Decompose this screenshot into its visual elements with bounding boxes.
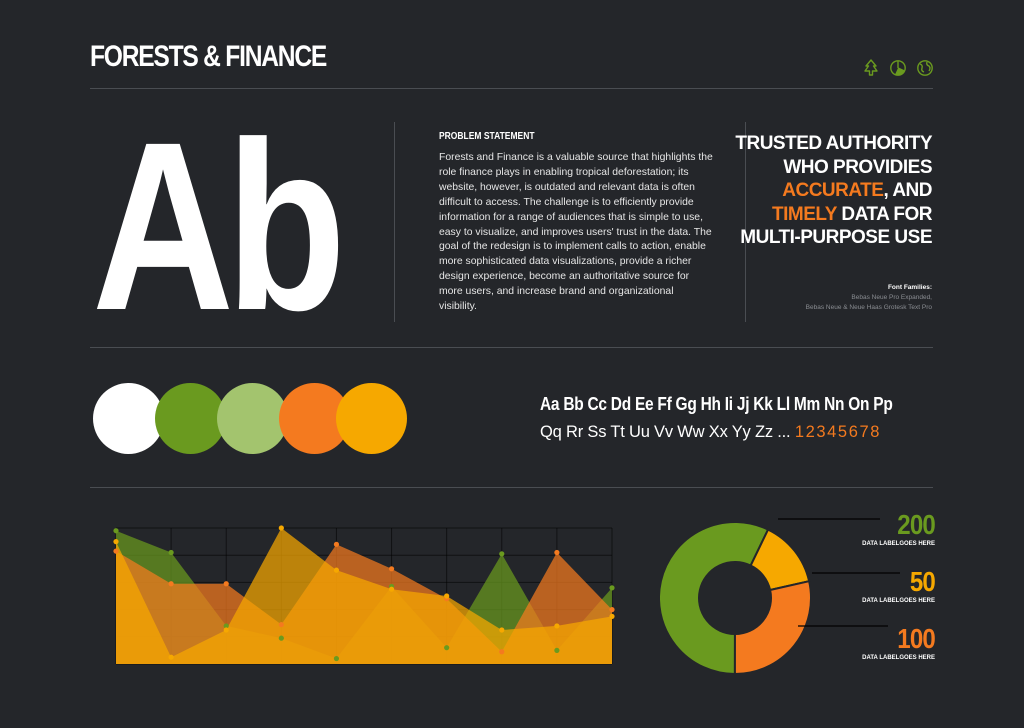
donut-label-3: 100 DATA LABELGOES HERE xyxy=(862,623,936,662)
section-divider-1 xyxy=(90,347,933,348)
area-point-s2-5 xyxy=(333,541,340,547)
area-point-s3-3 xyxy=(223,627,229,633)
area-point-s1-5 xyxy=(333,655,340,662)
area-point-s1-9 xyxy=(554,647,560,653)
font-families-line1: Bebas Neue Pro Expanded, xyxy=(851,294,932,301)
area-point-s3-6 xyxy=(388,586,395,592)
section-divider-2 xyxy=(90,487,933,488)
font-families-line2: Bebas Neue & Neue Haas Grotesk Text Pro xyxy=(805,304,932,311)
area-point-s1-1 xyxy=(113,528,119,534)
swatch-white xyxy=(93,383,164,454)
tagline-accent-timely: TIMELY xyxy=(772,203,837,225)
area-point-s2-6 xyxy=(388,566,395,572)
alphabet-letters: Qq Rr Ss Tt Uu Vv Ww Xx Yy Zz ... xyxy=(540,423,791,441)
area-point-s2-9 xyxy=(554,549,560,556)
alphabet-row-1: Aa Bb Cc Dd Ee Ff Gg Hh Ii Jj Kk Ll Mm N… xyxy=(540,394,893,414)
tagline: TRUSTED AUTHORITY WHO PROVIDIES ACCURATE… xyxy=(732,132,932,250)
area-point-s2-2 xyxy=(168,581,174,587)
tagline-line3-rest: , AND xyxy=(883,180,932,201)
area-point-s3-8 xyxy=(499,627,505,633)
area-point-s1-4 xyxy=(278,635,284,641)
font-families-label: Font Families: xyxy=(887,284,932,291)
area-point-s2-3 xyxy=(223,581,229,587)
swatch-amber xyxy=(336,383,407,454)
donut-value-2: 50 xyxy=(909,566,936,597)
donut-value-1: 200 xyxy=(897,509,935,540)
pie-chart-icon[interactable] xyxy=(889,59,907,82)
donut-caption-1: DATA LABELGOES HERE xyxy=(862,541,935,547)
tagline-line5: MULTI-PURPOSE USE xyxy=(740,227,932,248)
area-point-s2-10 xyxy=(609,607,615,613)
area-point-s2-4 xyxy=(278,621,284,628)
area-point-s2-8 xyxy=(499,649,505,655)
area-point-s3-9 xyxy=(554,623,560,629)
donut-label-1: 200 DATA LABELGOES HERE xyxy=(862,509,936,548)
area-chart xyxy=(113,525,615,665)
donut-slice-3 xyxy=(733,579,812,676)
problem-heading: PROBLEM STATEMENT xyxy=(439,131,535,142)
font-families: Font Families: Bebas Neue Pro Expanded, … xyxy=(732,283,932,313)
donut-caption-3: DATA LABELGOES HERE xyxy=(862,655,935,661)
swatch-green xyxy=(155,383,226,454)
area-point-s1-10 xyxy=(609,585,615,591)
area-point-s3-10 xyxy=(609,613,615,619)
alphabet-numbers: 12345678 xyxy=(794,423,882,441)
alphabet-row-2: Qq Rr Ss Tt Uu Vv Ww Xx Yy Zz ... 123456… xyxy=(540,423,881,442)
divider-left xyxy=(394,122,395,322)
area-point-s3-5 xyxy=(333,567,340,573)
area-point-s1-2 xyxy=(168,549,174,556)
problem-body: Forests and Finance is a valuable source… xyxy=(439,152,713,313)
tagline-line2: WHO PROVIDIES xyxy=(783,156,932,178)
tagline-line1: TRUSTED AUTHORITY xyxy=(735,133,932,154)
donut-label-2: 50 DATA LABELGOES HERE xyxy=(862,566,936,605)
globe-icon[interactable] xyxy=(916,59,934,82)
tree-icon[interactable] xyxy=(862,59,880,82)
area-point-s3-2 xyxy=(168,654,174,660)
header-icons xyxy=(862,59,934,82)
area-point-s3-1 xyxy=(113,539,119,545)
area-point-s3-4 xyxy=(278,525,284,531)
area-point-s1-7 xyxy=(444,645,450,651)
donut-caption-2: DATA LABELGOES HERE xyxy=(862,598,935,604)
page-title: FORESTS & FINANCE xyxy=(90,40,327,73)
header-divider xyxy=(90,88,933,89)
area-point-s1-8 xyxy=(499,551,505,557)
swatch-light-green xyxy=(217,383,288,454)
area-series-3 xyxy=(116,528,612,664)
color-palette xyxy=(93,383,413,455)
area-point-s3-7 xyxy=(444,593,450,599)
donut-slice-1 xyxy=(660,521,770,676)
hero-glyph: Ab xyxy=(92,92,346,360)
area-point-s1-3 xyxy=(223,623,229,629)
divider-right xyxy=(745,122,746,322)
donut-value-3: 100 xyxy=(897,623,935,654)
tagline-accent-accurate: ACCURATE xyxy=(782,180,884,201)
tagline-line4-rest: DATA FOR xyxy=(836,203,932,225)
area-point-s2-1 xyxy=(113,548,119,554)
donut-chart xyxy=(660,518,900,676)
